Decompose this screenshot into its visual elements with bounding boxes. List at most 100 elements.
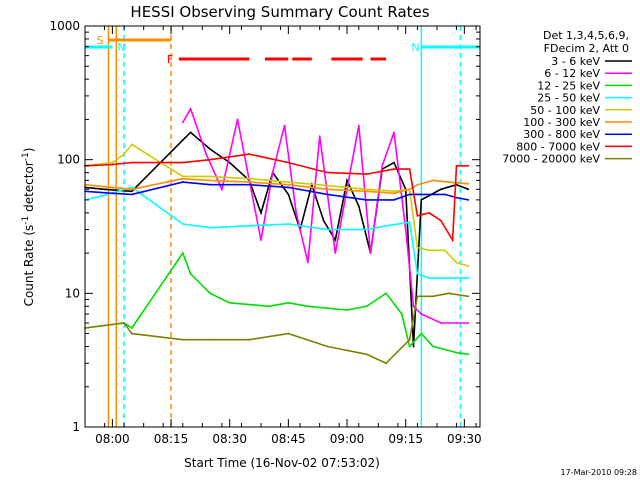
data-point bbox=[131, 190, 133, 193]
data-point bbox=[447, 181, 450, 183]
data-point bbox=[283, 124, 286, 127]
data-point bbox=[439, 322, 442, 324]
y-axis-label-sup2: -1 bbox=[21, 152, 31, 161]
data-point bbox=[365, 173, 368, 175]
data-point bbox=[416, 183, 419, 186]
data-point bbox=[181, 181, 184, 183]
plot-layer: S N N F bbox=[84, 26, 480, 427]
data-point bbox=[408, 168, 411, 171]
data-point bbox=[131, 186, 133, 189]
legend-label: 3 - 6 keV bbox=[551, 55, 600, 68]
data-point bbox=[181, 161, 184, 164]
data-point bbox=[248, 224, 251, 227]
data-point bbox=[103, 194, 106, 197]
data-point bbox=[181, 139, 184, 142]
data-point bbox=[287, 186, 290, 189]
data-point bbox=[131, 188, 133, 191]
data-point bbox=[189, 131, 192, 134]
data-point bbox=[248, 181, 251, 183]
data-point bbox=[326, 345, 329, 348]
data-point bbox=[467, 265, 470, 267]
data-point bbox=[287, 332, 290, 335]
data-point bbox=[467, 353, 470, 356]
data-point bbox=[326, 171, 329, 174]
data-point bbox=[432, 179, 434, 182]
data-point bbox=[408, 338, 411, 341]
legend-label: 7000 - 20000 keV bbox=[502, 153, 600, 166]
marker-label: F bbox=[167, 53, 173, 66]
plot-frame bbox=[84, 25, 481, 428]
data-point bbox=[131, 161, 133, 164]
data-point bbox=[334, 252, 337, 254]
data-point bbox=[393, 190, 395, 193]
data-point bbox=[467, 164, 470, 167]
x-tick-label: 09:30 bbox=[447, 432, 482, 446]
data-point bbox=[455, 322, 458, 324]
data-point bbox=[189, 107, 192, 110]
data-point bbox=[123, 322, 126, 324]
data-point bbox=[307, 305, 309, 308]
data-point bbox=[326, 193, 329, 196]
data-point bbox=[393, 131, 395, 134]
data-point bbox=[209, 179, 212, 182]
y-axis-label-sup1: -1 bbox=[21, 216, 31, 225]
data-point bbox=[307, 261, 309, 264]
data-point bbox=[385, 224, 388, 227]
data-point bbox=[393, 161, 395, 164]
data-point bbox=[467, 322, 470, 324]
data-point bbox=[439, 188, 442, 191]
legend-label: 100 - 300 keV bbox=[523, 116, 600, 129]
data-point bbox=[123, 153, 126, 156]
data-point bbox=[467, 295, 470, 298]
data-point bbox=[181, 121, 184, 124]
marker-label: N bbox=[117, 41, 125, 54]
data-point bbox=[428, 211, 431, 214]
data-point bbox=[131, 193, 133, 196]
data-point bbox=[467, 188, 470, 191]
data-point bbox=[416, 295, 419, 298]
data-point bbox=[103, 188, 106, 191]
data-point bbox=[260, 211, 262, 214]
data-point bbox=[416, 272, 419, 275]
data-point bbox=[287, 223, 290, 225]
data-point bbox=[393, 168, 395, 171]
data-point bbox=[455, 277, 458, 280]
data-point bbox=[357, 205, 360, 207]
series-line bbox=[182, 106, 469, 324]
data-point bbox=[365, 305, 368, 308]
legend-label: 12 - 25 keV bbox=[537, 79, 600, 92]
data-point bbox=[248, 153, 251, 156]
series-line bbox=[84, 131, 469, 347]
x-tick-label: 08:00 bbox=[95, 432, 130, 446]
data-point bbox=[404, 228, 407, 231]
data-point bbox=[420, 332, 423, 335]
data-point bbox=[346, 309, 348, 311]
data-point bbox=[209, 292, 212, 295]
data-point bbox=[209, 183, 212, 186]
legend-header-line-2: FDecim 2, Att 0 bbox=[544, 42, 629, 55]
data-point bbox=[428, 277, 431, 280]
data-point bbox=[181, 252, 184, 254]
data-point bbox=[111, 163, 114, 166]
data-point bbox=[443, 348, 446, 351]
data-point bbox=[451, 239, 454, 242]
data-point bbox=[393, 199, 395, 201]
data-point bbox=[416, 246, 419, 249]
data-point bbox=[443, 277, 446, 280]
data-point bbox=[267, 305, 270, 308]
data-point bbox=[385, 362, 388, 365]
x-axis-label: Start Time (16-Nov-02 07:53:02) bbox=[184, 456, 380, 470]
data-point bbox=[181, 338, 184, 341]
y-axis-label-end: ) bbox=[22, 148, 36, 153]
x-tick-label: 09:00 bbox=[330, 432, 365, 446]
data-point bbox=[131, 327, 133, 329]
x-tick-label: 08:15 bbox=[154, 432, 189, 446]
data-point bbox=[443, 249, 446, 252]
data-point bbox=[181, 175, 184, 178]
data-point bbox=[408, 221, 411, 224]
data-point bbox=[111, 161, 114, 164]
data-point bbox=[432, 193, 434, 196]
data-point bbox=[209, 338, 212, 341]
data-point bbox=[432, 345, 434, 348]
y-tick-label: 100 bbox=[57, 153, 80, 167]
